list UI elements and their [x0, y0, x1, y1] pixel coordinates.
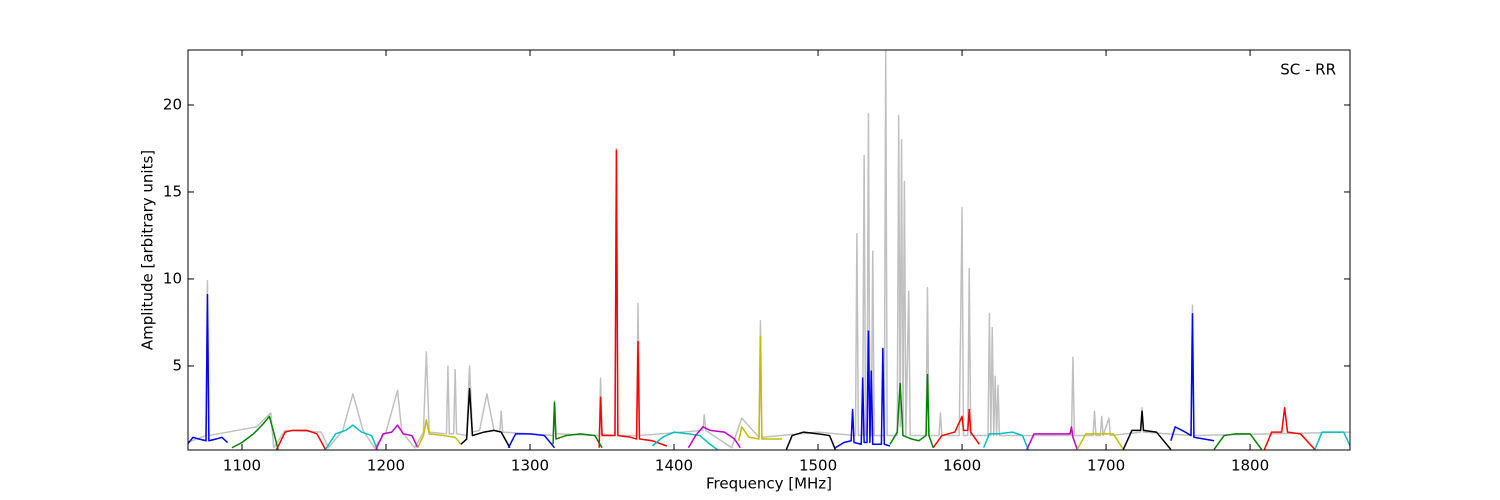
series-line — [834, 330, 891, 449]
series-line — [375, 424, 419, 450]
series-line — [188, 293, 229, 445]
y-tick-label: 5 — [172, 356, 182, 374]
y-tick-label: 20 — [163, 95, 182, 113]
series-line — [738, 335, 783, 441]
series-line — [460, 387, 511, 449]
series-line — [275, 429, 327, 450]
x-tick-label: 1600 — [943, 457, 981, 475]
series-line — [785, 431, 837, 450]
series-line — [1026, 426, 1078, 450]
series-line — [324, 424, 379, 450]
series-line — [687, 426, 741, 449]
y-axis-label: Amplitude [arbitrary units] — [139, 150, 157, 350]
x-tick-label: 1400 — [655, 457, 693, 475]
series-line — [932, 408, 980, 449]
y-tick-label: 15 — [163, 182, 182, 200]
x-tick-label: 1800 — [1231, 457, 1269, 475]
series-line — [651, 431, 718, 450]
y-tick-label: 10 — [163, 269, 182, 287]
x-tick-label: 1700 — [1087, 457, 1125, 475]
series-line — [1213, 433, 1263, 450]
plot-frame — [187, 49, 1351, 451]
series-line — [507, 433, 556, 449]
x-tick-label: 1100 — [223, 457, 261, 475]
x-tick-label: 1500 — [799, 457, 837, 475]
series-line — [1263, 406, 1316, 450]
x-tick-label: 1300 — [511, 457, 549, 475]
series-line — [231, 415, 279, 450]
series-line — [889, 373, 934, 448]
series-line — [1314, 431, 1350, 450]
series-line — [1076, 433, 1124, 450]
series-line — [1170, 313, 1215, 442]
x-axis-label: Frequency [MHz] — [706, 475, 832, 493]
annotation: SC - RR — [1280, 61, 1336, 79]
series-line — [1122, 410, 1172, 450]
plot-area — [188, 50, 1350, 450]
series-line — [188, 50, 1350, 449]
series-line — [552, 401, 603, 449]
series-line — [417, 419, 462, 449]
series-line — [598, 149, 668, 448]
series-line — [982, 431, 1029, 450]
x-tick-label: 1200 — [367, 457, 405, 475]
